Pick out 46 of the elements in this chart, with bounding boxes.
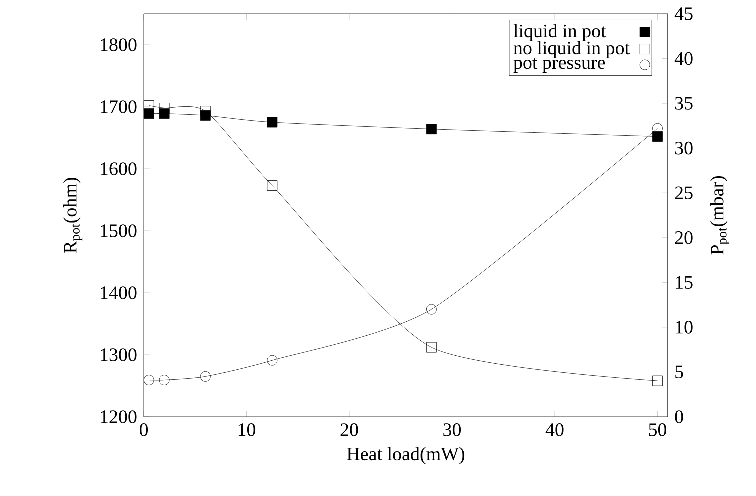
point <box>652 132 663 142</box>
point <box>200 372 211 382</box>
y-tick-label: 1700 <box>101 100 137 114</box>
point <box>144 100 154 111</box>
y2-tick-label: 10 <box>676 321 693 334</box>
point <box>200 106 211 117</box>
point <box>267 117 278 128</box>
point <box>426 124 437 135</box>
point <box>426 304 437 315</box>
y2-tick-label: 15 <box>676 276 693 290</box>
y-tick-label: 1300 <box>101 348 137 362</box>
y-tick-label: 1500 <box>101 224 137 238</box>
x-axis-title: Heat load(mW) <box>347 447 465 464</box>
y-axis-title: R$_{pot}$(ohm) <box>63 178 83 254</box>
y-tick-label: 1600 <box>101 162 137 176</box>
point <box>426 342 437 353</box>
point <box>652 376 663 386</box>
y2-axis-title: P$_{pot}$(mbar) <box>710 176 730 255</box>
x-tick-label: 20 <box>340 424 358 436</box>
point <box>267 355 278 366</box>
point <box>159 375 170 386</box>
legend-label: no liquid in pot <box>514 41 630 58</box>
x-tick-label: 10 <box>238 424 256 436</box>
point <box>267 180 278 191</box>
y-tick-label: 1200 <box>101 410 137 424</box>
y2-tick-label: 25 <box>675 186 693 200</box>
y2-tick-label: 0 <box>675 410 684 424</box>
x-tick-label: 0 <box>140 424 148 436</box>
x-tick-label: 40 <box>546 424 564 436</box>
y2-tick-label: 40 <box>674 52 693 66</box>
y2-tick-label: 30 <box>675 142 693 155</box>
point <box>144 108 154 120</box>
legend-label: pot pressure <box>514 58 606 74</box>
x-tick-label: 50 <box>649 424 667 436</box>
point <box>144 375 154 386</box>
y2-tick-label: 20 <box>675 231 693 244</box>
point <box>159 103 170 114</box>
point <box>200 110 211 121</box>
y2-tick-label: 45 <box>674 8 693 20</box>
point <box>159 108 170 120</box>
y2-tick-label: 5 <box>676 366 684 379</box>
y-tick-label: 1800 <box>101 38 137 52</box>
y2-tick-label: 35 <box>675 97 693 110</box>
legend-label: liquid in pot <box>514 24 606 42</box>
x-tick-label: 30 <box>444 424 462 436</box>
y-tick-label: 1400 <box>101 286 137 300</box>
